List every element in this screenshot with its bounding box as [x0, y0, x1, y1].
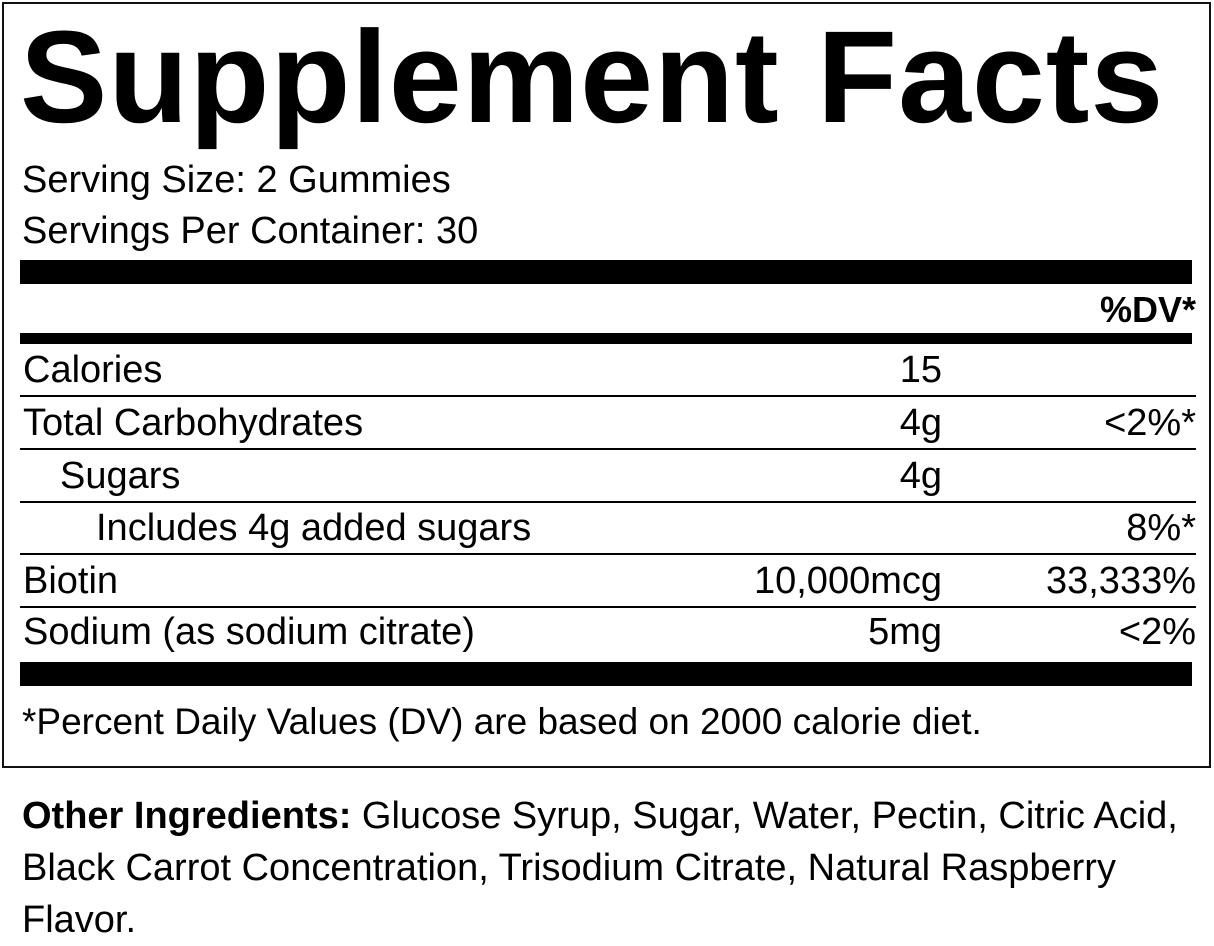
ingredients-label: Other Ingredients:: [22, 795, 352, 837]
nutrient-dv: 33,333%: [1045, 560, 1196, 602]
table-row: Sugars 4g: [20, 450, 1196, 503]
nutrient-name: Includes 4g added sugars: [96, 507, 532, 549]
servings-per-container: Servings Per Container: 30: [22, 210, 479, 252]
table-row: Calories 15: [20, 344, 1196, 397]
thick-divider: [20, 662, 1192, 686]
dv-header: %DV*: [1099, 289, 1196, 330]
table-row: Total Carbohydrates 4g <2%*: [20, 397, 1196, 450]
nutrient-name: Total Carbohydrates: [23, 402, 364, 444]
nutrient-amount: 10,000mcg: [753, 560, 942, 602]
supplement-facts-panel: [2, 2, 1211, 768]
nutrient-name: Sugars: [60, 455, 181, 497]
nutrient-amount: 4g: [899, 402, 942, 444]
nutrient-amount: 15: [899, 349, 942, 391]
nutrient-name: Calories: [23, 349, 163, 391]
table-row: Biotin 10,000mcg 33,333%: [20, 555, 1196, 608]
nutrient-amount: 5mg: [868, 611, 942, 653]
thick-divider: [20, 260, 1192, 284]
nutrient-dv: 8%*: [1126, 507, 1196, 549]
table-row: Sodium (as sodium citrate) 5mg <2%: [20, 606, 1196, 657]
nutrient-dv: <2%: [1118, 611, 1196, 653]
other-ingredients: Other Ingredients: Glucose Syrup, Sugar,…: [22, 790, 1207, 946]
table-row: Includes 4g added sugars 8%*: [20, 502, 1196, 555]
footnote: *Percent Daily Values (DV) are based on …: [22, 701, 982, 742]
nutrient-name: Biotin: [23, 560, 119, 602]
ingredients-text: Glucose Syrup, Sugar, Water, Pectin, Cit…: [22, 795, 1178, 941]
nutrient-amount: 4g: [899, 455, 942, 497]
nutrient-name: Sodium (as sodium citrate): [23, 611, 475, 653]
serving-size: Serving Size: 2 Gummies: [22, 159, 451, 201]
nutrient-dv: <2%*: [1104, 402, 1196, 444]
panel-title: Supplement Facts: [20, 3, 1165, 150]
medium-divider: [20, 333, 1192, 344]
